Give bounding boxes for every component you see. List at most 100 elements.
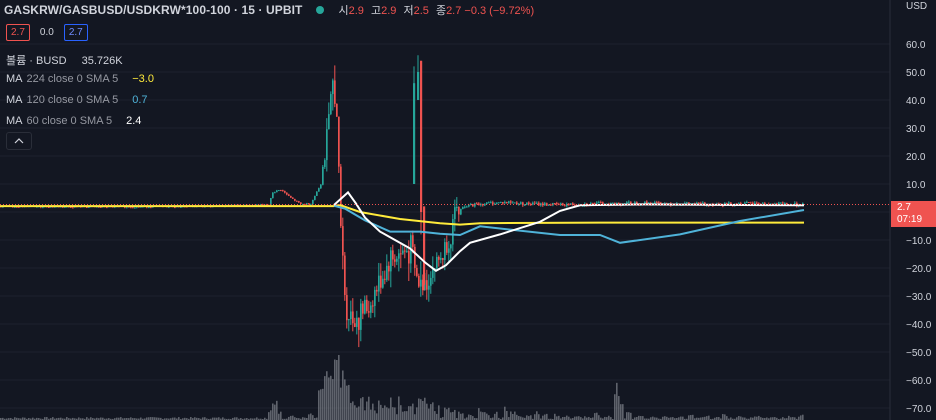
volume-bar	[148, 417, 150, 420]
candle-body	[442, 257, 444, 260]
ohlc-high-value: 2.9	[381, 5, 397, 17]
volume-bar	[670, 417, 672, 420]
candle-body	[446, 242, 448, 253]
candle-body	[510, 201, 512, 203]
symbol-title[interactable]: GASKRW/GASBUSD/USDKRW*100-100 · 15 · UPB…	[4, 3, 303, 17]
candle-body	[400, 253, 402, 255]
candle-body	[340, 166, 342, 227]
candle-body	[316, 191, 318, 196]
volume-bar	[278, 413, 280, 420]
volume-bar	[432, 402, 434, 420]
volume-bar	[200, 418, 202, 420]
candle-body	[148, 207, 150, 209]
ma224-legend[interactable]: MA 224 close 0 SMA 5 −3.0	[6, 73, 154, 85]
volume-bar	[600, 417, 602, 420]
volume-bar	[294, 417, 296, 420]
candle-body	[756, 202, 758, 204]
ma60-legend[interactable]: MA 60 close 0 SMA 5 2.4	[6, 115, 141, 127]
volume-bar	[106, 418, 108, 420]
y-tick-label: −60.0	[906, 376, 932, 387]
volume-bar	[712, 418, 714, 420]
candle-body	[432, 268, 434, 278]
candle-body	[396, 258, 398, 262]
candle-body	[338, 116, 340, 167]
volume-bar	[456, 418, 458, 420]
volume-bar	[208, 418, 210, 420]
y-tick-label: −70.0	[906, 404, 932, 415]
candle-body	[282, 190, 284, 192]
volume-bar	[396, 414, 398, 420]
ohlc-high-label: 고	[370, 5, 382, 17]
volume-bar	[182, 418, 184, 420]
sell-price-badge[interactable]: 2.7	[6, 24, 30, 41]
volume-bar	[228, 418, 230, 420]
candle-body	[750, 202, 752, 204]
candle-body	[418, 275, 420, 287]
chevron-up-icon	[14, 138, 24, 144]
volume-bar	[296, 417, 298, 420]
candle-body	[294, 198, 296, 201]
volume-bar	[554, 413, 556, 420]
volume-bar	[446, 409, 448, 420]
volume-bar	[430, 404, 432, 420]
volume-bar	[532, 418, 534, 420]
volume-bar	[166, 418, 168, 420]
volume-bar	[484, 412, 486, 420]
volume-bar	[152, 417, 154, 420]
candle-body	[476, 203, 478, 205]
buy-price-badge[interactable]: 2.7	[63, 24, 88, 41]
volume-bar	[452, 411, 454, 420]
volume-bar	[700, 417, 702, 420]
volume-bar	[566, 415, 568, 420]
volume-bar	[100, 417, 102, 420]
volume-bar	[128, 418, 130, 420]
volume-bar	[130, 417, 132, 420]
volume-bar	[436, 413, 438, 420]
volume-bar	[266, 418, 268, 420]
volume-bar	[798, 416, 800, 420]
volume-bar	[288, 416, 290, 420]
volume-bar	[112, 418, 114, 420]
candle-body	[336, 103, 338, 117]
volume-bar	[734, 418, 736, 420]
ma224-legend-title: MA	[6, 73, 23, 85]
volume-bar	[568, 416, 570, 420]
volume-bar	[524, 417, 526, 420]
candle-body	[554, 203, 556, 205]
volume-bar	[258, 418, 260, 420]
candle-body	[290, 195, 292, 198]
volume-bar	[146, 417, 148, 420]
candle-body	[414, 246, 416, 268]
volume-bar	[418, 398, 420, 420]
candle-body	[600, 202, 602, 204]
candle-body	[444, 242, 446, 260]
candle-body	[500, 202, 502, 204]
candle-body	[466, 206, 468, 208]
volume-bar	[510, 411, 512, 420]
candle-body	[520, 202, 522, 204]
candle-body	[356, 317, 358, 327]
candle-body	[728, 202, 730, 204]
volume-bar	[770, 417, 772, 420]
collapse-legend-button[interactable]	[6, 132, 32, 150]
volume-bar	[84, 418, 86, 420]
candle-body	[140, 206, 142, 208]
ma120-legend[interactable]: MA 120 close 0 SMA 5 0.7	[6, 94, 148, 106]
volume-bar	[42, 418, 44, 420]
candle-body	[36, 206, 38, 208]
volume-bar	[688, 415, 690, 420]
ma-line-0	[0, 203, 804, 226]
candle-body	[488, 202, 490, 204]
candle-body	[286, 192, 288, 195]
candle-body	[522, 202, 524, 206]
candle-body	[460, 209, 462, 215]
candle-body	[490, 202, 492, 204]
candle-body	[98, 206, 100, 208]
volume-legend[interactable]: 볼륨 · BUSD 35.726K	[6, 52, 123, 68]
candle-body	[272, 192, 274, 198]
candle-body	[688, 202, 690, 205]
volume-bar	[80, 418, 82, 420]
candle-body	[70, 206, 72, 208]
volume-bar	[322, 388, 324, 420]
